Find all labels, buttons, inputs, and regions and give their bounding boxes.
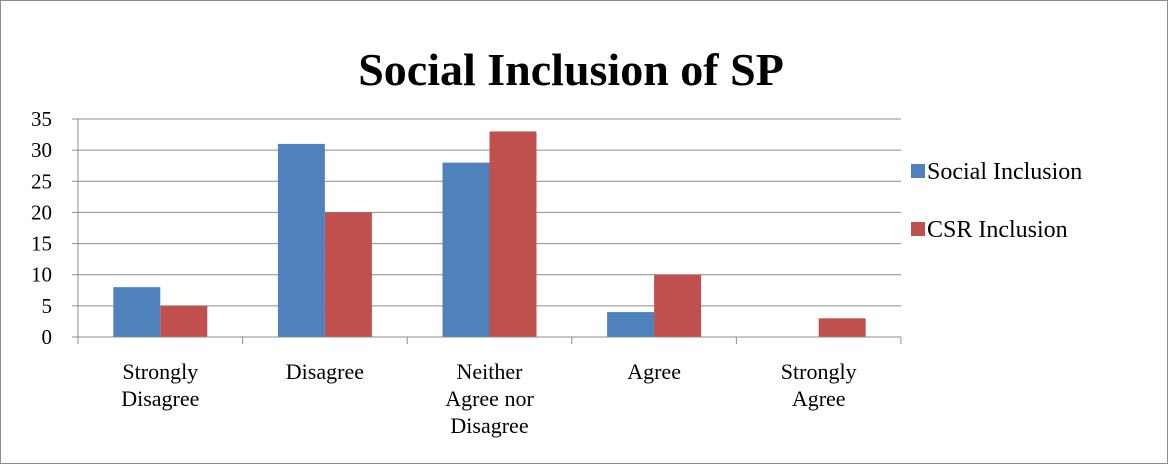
x-tick-label: Strongly [781,359,857,384]
y-tick-label: 20 [31,200,52,224]
x-tick-label: Agree nor [445,386,534,411]
bar-csr-inclusion [818,318,866,337]
bar-csr-inclusion [489,131,537,337]
bar-social-inclusion [442,162,490,337]
bar-social-inclusion [277,143,325,337]
bar-csr-inclusion [654,274,702,337]
x-tick-label: Strongly [122,359,198,384]
y-axis-ticks: 0 5 10 15 20 25 30 35 [31,107,52,349]
x-tick-label: Disagree [121,386,199,411]
y-tick-label: 5 [42,294,53,318]
x-tick-label: Disagree [286,359,364,384]
bar-social-inclusion [113,287,161,337]
bars [113,131,866,337]
y-tick-label: 30 [31,138,52,162]
legend-label: CSR Inclusion [927,217,1068,243]
x-tick-label: Agree [627,359,681,384]
y-tick-label: 0 [42,325,53,349]
y-tick-label: 25 [31,169,52,193]
legend-label: Social Inclusion [927,159,1082,185]
bar-csr-inclusion [160,305,208,337]
x-tick-label: Disagree [450,413,528,438]
legend-swatch [911,164,925,178]
x-tick-label: Agree [792,386,846,411]
x-tick-label: Neither [457,359,524,384]
y-tick-label: 10 [31,263,52,287]
legend: Social Inclusion CSR Inclusion [911,159,1082,243]
bar-csr-inclusion [324,212,372,337]
y-tick-label: 35 [31,107,52,131]
legend-swatch [911,222,925,236]
bar-social-inclusion [607,312,655,337]
chart-title: Social Inclusion of SP [358,44,784,95]
axes [72,118,902,344]
y-tick-label: 15 [31,232,52,256]
